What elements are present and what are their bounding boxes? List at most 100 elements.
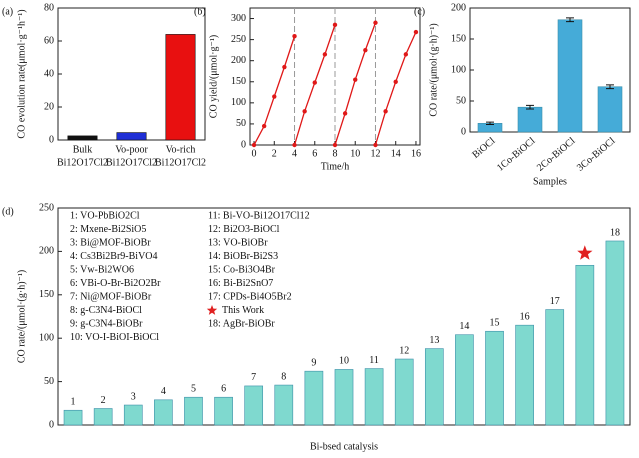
bar [605,240,625,426]
y-tick-label: 250 [39,202,54,213]
y-axis-label: CO evolution rate(μmol·g⁻¹h⁻¹) [16,9,27,138]
x-tick-label: 6 [312,148,317,159]
point [292,34,297,39]
bar [244,385,264,426]
x-tick-label: 2Co-BiOCl [535,135,578,173]
legend-label: 3: Bi@MOF-BiOBr [70,237,151,248]
legend-label: 5: Vw-Bi2WO6 [70,264,134,275]
x-tick-label: Bi12O17Cl2 [155,157,206,168]
bar-label: 15 [490,318,500,329]
point [312,80,317,85]
bar [93,408,113,426]
y-tick-label: 0 [241,139,246,150]
x-tick-label: 2 [272,148,277,159]
error-bar [606,84,614,90]
point [383,109,388,114]
x-axis-label: Bi-bsed catalysis [310,441,378,452]
point [373,20,378,25]
bar-label: 4 [161,386,166,397]
y-tick-label: 200 [39,246,54,257]
y-tick-label: 50 [236,118,246,129]
legend-label: 9: g-C3N4-BiOBr [70,318,143,329]
bar-label: 11 [369,355,379,366]
y-tick-label: 80 [44,2,54,13]
legend-label: 18: AgBr-BiOBr [208,318,275,329]
line [253,36,296,146]
y-tick-label: 150 [39,289,54,300]
legend-label: 4: Cs3Bi2Br9-BiVO4 [70,251,158,262]
bar [364,368,384,426]
bar [67,135,98,141]
bar-label: 1 [71,397,76,408]
x-tick-label: Vo-poor [115,144,148,155]
legend-label: 12: Bi2O3-BiOCl [208,224,280,235]
y-tick-label: 250 [231,34,246,45]
error-bar [486,121,494,126]
bar [545,309,565,426]
point [342,111,348,116]
legend-label: 8: g-C3N4-BiOCl [70,305,142,316]
legend-label: This Work [222,305,264,316]
legend-label: 10: VO-I-BiOI-BiOCl [70,332,159,343]
y-tick-label: 60 [44,35,54,46]
y-tick-label: 200 [231,55,246,66]
legend-label: 7: Ni@MOF-BiOBr [70,291,152,302]
point [332,22,338,28]
bar [394,358,414,426]
bar-label: 18 [610,227,620,238]
legend-label: 11: Bi-VO-Bi12O17Cl12 [208,210,310,221]
point [373,142,378,148]
y-tick-label: 50 [456,95,466,106]
bar-label: 2 [101,395,106,406]
bar [274,384,294,426]
x-tick-label: 12 [370,148,380,159]
point [322,52,328,57]
x-tick-label: 1Co-BiOCl [495,135,538,173]
x-tick-label: 4 [292,148,297,159]
x-tick-label: Bi12O17Cl2 [57,157,108,168]
panel-label: (a) [2,6,13,17]
bar-label: 7 [251,372,256,383]
point [403,52,409,57]
point [261,123,267,129]
y-tick-label: 100 [451,64,466,75]
legend-label: 13: VO-BiOBr [208,237,268,248]
y-tick-label: 100 [231,97,246,108]
bar [575,264,595,426]
y-tick-label: 40 [44,68,54,79]
y-axis-label: CO rate/(μmol·(g·h)⁻¹) [428,23,439,116]
point [393,79,398,84]
x-tick-label: 10 [350,148,360,159]
legend-label: 14: BiOBr-Bi2S3 [208,251,278,262]
legend-label: 2: Mxene-Bi2SiO5 [70,224,146,235]
bar [515,324,534,426]
x-tick-label: Vo-rich [166,144,196,155]
point [272,94,277,99]
x-tick-label: 8 [333,148,338,159]
bar [123,404,143,426]
x-tick-label: 3Co-BiOCl [575,135,618,173]
y-tick-label: 200 [451,2,466,13]
line [293,24,336,146]
point [332,142,338,148]
x-tick-label: 14 [391,148,401,159]
y-tick-label: 20 [44,101,54,112]
bar [597,86,623,133]
y-axis-label: CO yield/(μmol·g⁻¹) [208,35,219,118]
bar-label: 8 [281,371,286,382]
bar-label: 16 [520,311,530,322]
point [413,29,419,35]
point [251,142,257,148]
panel-label: (b) [194,6,206,17]
legend-marker [206,305,218,315]
legend-label: 15: Co-Bi3O4Br [208,264,276,275]
y-tick-label: 150 [451,33,466,44]
x-axis-label: Samples [533,176,567,187]
bar [116,132,147,141]
bar-label: 5 [191,384,196,395]
panel-label: (d) [2,206,14,217]
legend-label: 16: Bi-Bi2SnO7 [208,278,273,289]
point [282,64,287,70]
point [292,142,297,148]
